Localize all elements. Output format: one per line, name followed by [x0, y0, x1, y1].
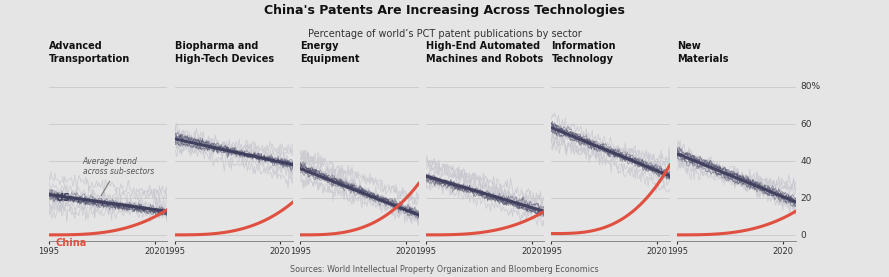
Text: Percentage of world’s PCT patent publications by sector: Percentage of world’s PCT patent publica…: [308, 29, 581, 39]
Text: 20: 20: [800, 194, 812, 203]
Text: New
Materials: New Materials: [677, 41, 729, 64]
Text: Energy
Equipment: Energy Equipment: [300, 41, 360, 64]
Text: Information
Technology: Information Technology: [551, 41, 616, 64]
Text: 60: 60: [800, 119, 812, 129]
Text: Sources: World Intellectual Property Organization and Bloomberg Economics: Sources: World Intellectual Property Org…: [290, 265, 599, 274]
Text: High-End Automated
Machines and Robots: High-End Automated Machines and Robots: [426, 41, 543, 64]
Text: Advanced
Transportation: Advanced Transportation: [49, 41, 130, 64]
Text: Average trend
across sub-sectors: Average trend across sub-sectors: [83, 157, 154, 196]
Text: Biopharma and
High-Tech Devices: Biopharma and High-Tech Devices: [174, 41, 274, 64]
Text: 40: 40: [800, 157, 812, 166]
Text: China: China: [55, 238, 86, 248]
Text: China's Patents Are Increasing Across Technologies: China's Patents Are Increasing Across Te…: [264, 4, 625, 17]
Text: US: US: [55, 193, 70, 203]
Text: 80%: 80%: [800, 82, 821, 91]
Text: 0: 0: [800, 231, 805, 240]
